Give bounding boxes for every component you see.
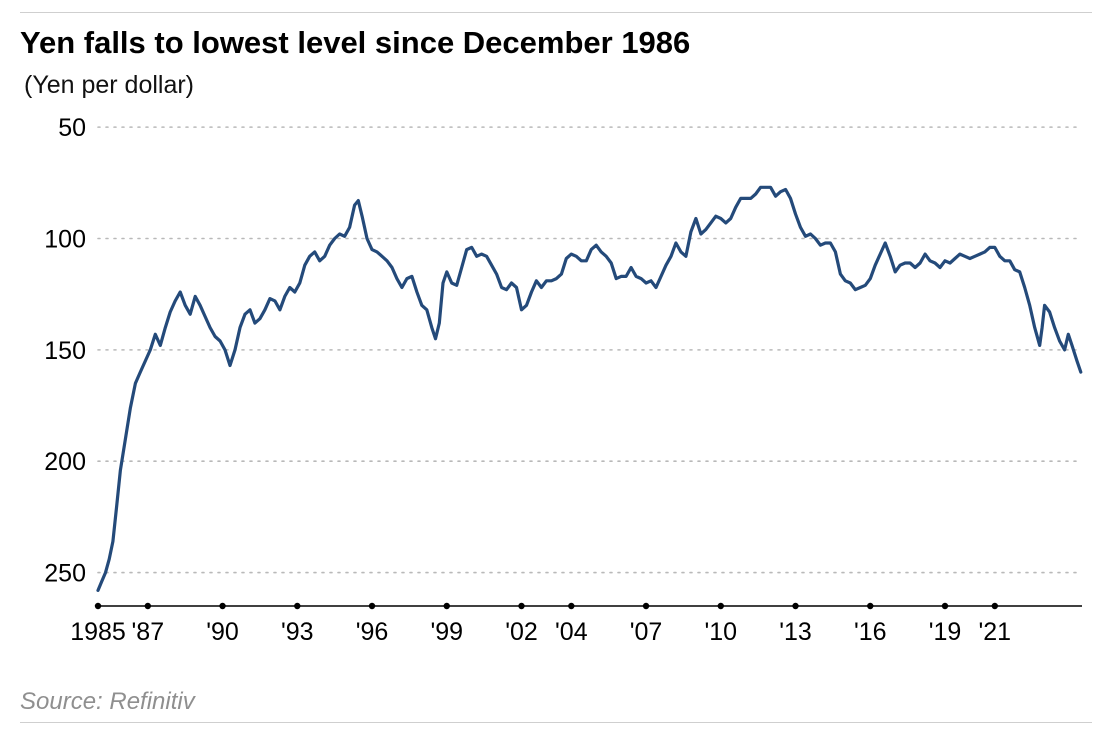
x-tick-label: '96 — [356, 618, 389, 646]
x-tick-label: '21 — [979, 618, 1012, 646]
x-tick-label: '90 — [206, 618, 239, 646]
x-tick-label: '02 — [505, 618, 538, 646]
x-tick-mark — [219, 603, 225, 609]
x-tick-label: '10 — [704, 618, 737, 646]
x-tick-mark — [718, 603, 724, 609]
x-tick-label: '13 — [779, 618, 812, 646]
y-tick-label: 200 — [44, 448, 86, 476]
x-tick-label: '87 — [132, 618, 165, 646]
series-line — [98, 187, 1081, 590]
x-tick-mark — [867, 603, 873, 609]
y-tick-label: 100 — [44, 226, 86, 254]
x-tick-mark — [643, 603, 649, 609]
chart-plot: 50 100 150 200 250 1985'87 '90 '93 '96 '99 '02 '04 '… — [20, 106, 1092, 666]
x-tick-mark — [568, 603, 574, 609]
y-axis-label: (Yen per dollar) — [24, 71, 1092, 100]
x-tick-mark — [792, 603, 798, 609]
x-tick-label: '07 — [630, 618, 663, 646]
x-tick-mark — [942, 603, 948, 609]
x-tick-mark — [369, 603, 375, 609]
x-tick-label: '99 — [430, 618, 463, 646]
x-tick-mark — [444, 603, 450, 609]
x-tick-label: 1985 — [70, 618, 126, 646]
top-rule — [20, 12, 1092, 13]
y-tick-label: 150 — [44, 337, 86, 365]
y-tick-label: 250 — [44, 560, 86, 588]
x-tick-mark — [294, 603, 300, 609]
chart-title: Yen falls to lowest level since December… — [20, 25, 1092, 61]
x-tick-mark — [95, 603, 101, 609]
chart-svg: 50 100 150 200 250 1985'87 '90 '93 '96 '99 '02 '04 '… — [20, 106, 1092, 666]
chart-source: Source: Refinitiv — [20, 688, 1092, 716]
x-tick-label: '16 — [854, 618, 887, 646]
x-tick-mark — [992, 603, 998, 609]
chart-frame: Yen falls to lowest level since December… — [0, 0, 1112, 733]
y-tick-label: 50 — [58, 114, 86, 142]
x-tick-label: '04 — [555, 618, 588, 646]
x-tick-mark — [518, 603, 524, 609]
x-tick-label: '93 — [281, 618, 314, 646]
x-tick-label: '19 — [929, 618, 962, 646]
bottom-rule — [20, 722, 1092, 723]
x-tick-mark — [145, 603, 151, 609]
